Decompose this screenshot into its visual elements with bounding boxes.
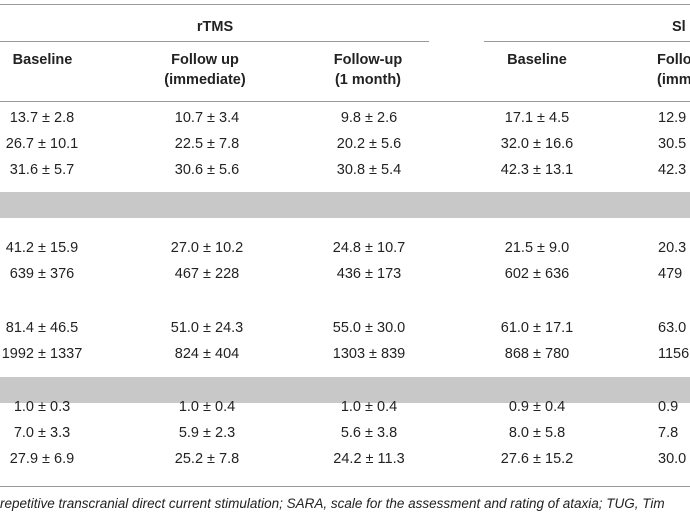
table-cell: 20.3 bbox=[658, 240, 687, 256]
table-cell: 479 bbox=[658, 266, 683, 282]
table-cell: 20.2 ± 5.6 bbox=[336, 136, 402, 152]
table-cell: 51.0 ± 24.3 bbox=[170, 320, 244, 336]
col-header-followup-immediate-sham: Follo (imme bbox=[657, 50, 690, 90]
section-band-2 bbox=[0, 377, 690, 403]
table-cell: 9.8 ± 2.6 bbox=[340, 110, 398, 126]
table-cell: 10.7 ± 3.4 bbox=[174, 110, 240, 126]
table-cell: 41.2 ± 15.9 bbox=[5, 240, 79, 256]
table-cell: 27.6 ± 15.2 bbox=[500, 451, 574, 467]
table-cell: 81.4 ± 46.5 bbox=[5, 320, 79, 336]
col-header-line2: (1 month) bbox=[334, 72, 402, 88]
col-header-followup-1month-rtms: Follow-up (1 month) bbox=[303, 50, 433, 90]
table-cell: 5.9 ± 2.3 bbox=[178, 425, 236, 441]
col-header-line2: (imme bbox=[657, 72, 690, 88]
col-header-line2: (immediate) bbox=[164, 72, 246, 88]
group-rule-sham bbox=[484, 41, 690, 42]
table-cell: 1992 ± 1337 bbox=[1, 346, 83, 362]
col-header-line1: Follow-up bbox=[333, 52, 403, 68]
table-cell: 7.8 bbox=[658, 425, 679, 441]
table-cell: 12.9 bbox=[658, 110, 687, 126]
table-top-rule bbox=[0, 4, 690, 5]
col-header-line1: Follow up bbox=[171, 52, 239, 68]
table-cell: 868 ± 780 bbox=[504, 346, 570, 362]
table-cell: 42.3 ± 13.1 bbox=[500, 162, 574, 178]
table-cell: 31.6 ± 5.7 bbox=[9, 162, 75, 178]
table-cell: 25.2 ± 7.8 bbox=[174, 451, 240, 467]
section-band-1 bbox=[0, 192, 690, 218]
table-cell: 639 ± 376 bbox=[9, 266, 75, 282]
table-cell: 30.5 bbox=[658, 136, 687, 152]
table-cell: 17.1 ± 4.5 bbox=[504, 110, 570, 126]
table-cell: 602 ± 636 bbox=[504, 266, 570, 282]
table-bottom-rule bbox=[0, 486, 690, 487]
table-cell: 24.2 ± 11.3 bbox=[333, 451, 405, 467]
table-cell: 63.0 bbox=[658, 320, 687, 336]
group-rule-rtms bbox=[0, 41, 429, 42]
table-cell: 1.0 ± 0.4 bbox=[340, 399, 398, 415]
table-cell: 1303 ± 839 bbox=[332, 346, 406, 362]
table-cell: 42.3 bbox=[658, 162, 687, 178]
table-cell: 30.8 ± 5.4 bbox=[336, 162, 402, 178]
header-bottom-rule bbox=[0, 101, 690, 102]
table-cell: 0.9 ± 0.4 bbox=[508, 399, 566, 415]
table-cell: 8.0 ± 5.8 bbox=[508, 425, 566, 441]
table-cell: 0.9 bbox=[658, 399, 679, 415]
col-header-baseline-rtms: Baseline bbox=[12, 52, 73, 68]
table-cell: 24.8 ± 10.7 bbox=[332, 240, 406, 256]
col-header-line1: Follo bbox=[657, 52, 690, 68]
table-cell: 30.0 bbox=[658, 451, 687, 467]
table-cell: 26.7 ± 10.1 bbox=[5, 136, 79, 152]
table-cell: 27.0 ± 10.2 bbox=[170, 240, 244, 256]
table-cell: 61.0 ± 17.1 bbox=[500, 320, 574, 336]
table-cell: 30.6 ± 5.6 bbox=[174, 162, 240, 178]
table-cell: 22.5 ± 7.8 bbox=[174, 136, 240, 152]
group-header-rtms: rTMS bbox=[196, 19, 234, 35]
table-cell: 1.0 ± 0.4 bbox=[178, 399, 236, 415]
table-cell: 1.0 ± 0.3 bbox=[13, 399, 71, 415]
table-cell: 467 ± 228 bbox=[174, 266, 240, 282]
table-cell: 436 ± 173 bbox=[336, 266, 402, 282]
table-cell: 7.0 ± 3.3 bbox=[13, 425, 71, 441]
group-header-sham: Sl bbox=[672, 19, 686, 35]
col-header-baseline-sham: Baseline bbox=[507, 52, 567, 68]
table-cell: 1156 bbox=[658, 346, 690, 362]
col-header-followup-immediate-rtms: Follow up (immediate) bbox=[140, 50, 270, 90]
table-footnote: repetitive transcranial direct current s… bbox=[0, 496, 665, 511]
table-cell: 55.0 ± 30.0 bbox=[332, 320, 406, 336]
table-cell: 21.5 ± 9.0 bbox=[504, 240, 570, 256]
table-cell: 824 ± 404 bbox=[174, 346, 240, 362]
table-cell: 27.9 ± 6.9 bbox=[9, 451, 75, 467]
table-cell: 13.7 ± 2.8 bbox=[9, 110, 75, 126]
table-cell: 32.0 ± 16.6 bbox=[500, 136, 574, 152]
table-cell: 5.6 ± 3.8 bbox=[340, 425, 398, 441]
